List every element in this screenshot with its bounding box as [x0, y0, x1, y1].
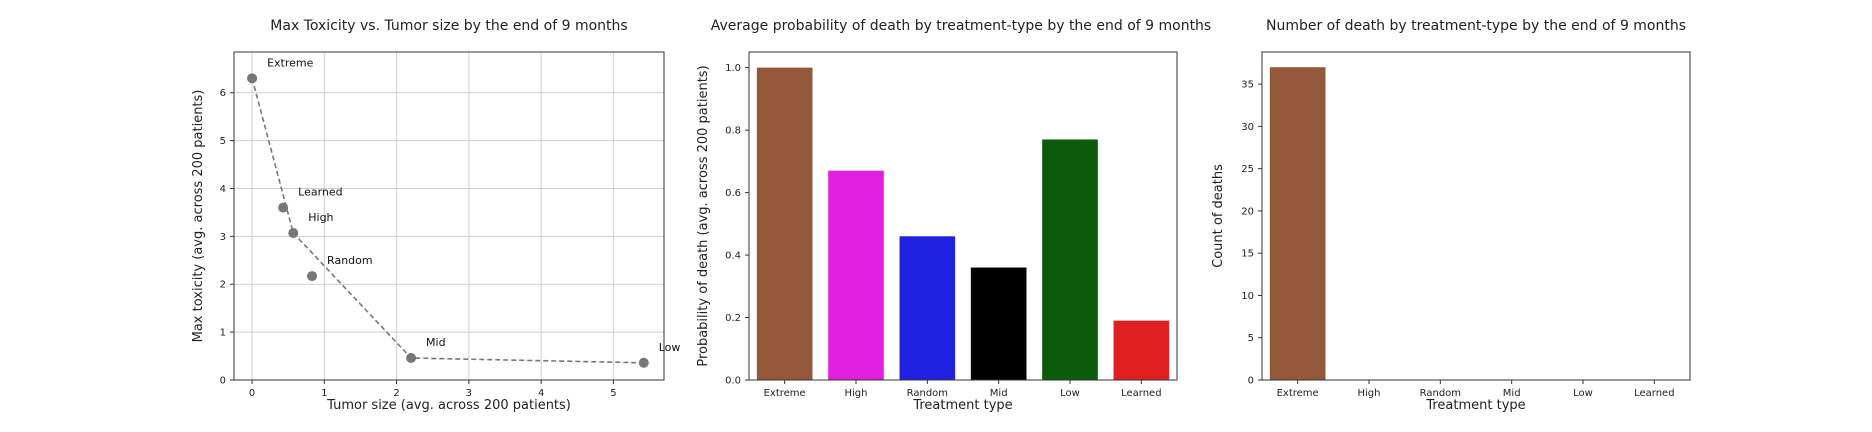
probability-bar-low: [1042, 139, 1098, 380]
probability-bar-random: [899, 236, 956, 380]
probability-x-tick-label: Mid: [990, 388, 1008, 399]
probability-x-tick-label: Low: [1060, 388, 1080, 399]
probability-panel: Average probability of death by treatmen…: [696, 18, 1211, 413]
scatter-x-tick-label: 0: [249, 388, 255, 399]
scatter-x-label: Tumor size (avg. across 200 patients): [326, 398, 571, 413]
scatter-axes-frame: [233, 51, 665, 381]
scatter-point-extreme: [247, 73, 258, 84]
scatter-x-tick-label: 2: [393, 388, 399, 399]
frontier-dashed-line: [251, 78, 644, 364]
probability-y-ticks: 0.0 0.2 0.4 0.6 0.8 1.0: [725, 63, 749, 387]
scatter-y-tick-label: 0: [220, 376, 226, 387]
scatter-plot-area: Extreme Learned High Random Mid Low: [247, 56, 681, 368]
probability-bars: [756, 67, 1170, 380]
scatter-y-tick-label: 4: [220, 184, 226, 195]
deaths-y-tick-label: 0: [1248, 376, 1254, 387]
deaths-y-ticks: 0 5 10 15 20 25 30 35: [1241, 80, 1262, 387]
scatter-point-label-extreme: Extreme: [267, 56, 314, 69]
scatter-point-label-random: Random: [327, 254, 373, 267]
deaths-bar-extreme: [1269, 67, 1326, 380]
probability-x-label: Treatment type: [912, 398, 1012, 413]
scatter-point-label-low: Low: [659, 341, 681, 354]
scatter-y-tick-label: 6: [220, 88, 226, 99]
scatter-y-tick-label: 5: [220, 136, 226, 147]
deaths-y-tick-label: 15: [1241, 249, 1254, 260]
probability-x-ticks: Extreme High Random Mid Low Learned: [764, 380, 1162, 399]
probability-title: Average probability of death by treatmen…: [711, 18, 1211, 34]
probability-bar-mid: [970, 267, 1027, 380]
deaths-title: Number of death by treatment-type by the…: [1266, 18, 1686, 34]
probability-x-tick-label: Random: [907, 388, 948, 399]
scatter-x-tick-label: 5: [610, 388, 616, 399]
scatter-x-ticks: 0 1 2 3 4 5: [249, 380, 617, 399]
deaths-x-tick-label: Mid: [1503, 388, 1521, 399]
scatter-y-ticks: 0 1 2 3 4 5 6: [220, 88, 234, 387]
deaths-x-tick-label: High: [1358, 388, 1381, 399]
deaths-x-tick-label: Learned: [1634, 388, 1674, 399]
deaths-panel: Number of death by treatment-type by the…: [1211, 18, 1691, 413]
scatter-y-tick-label: 2: [220, 280, 226, 291]
deaths-y-tick-label: 35: [1241, 80, 1254, 91]
deaths-x-tick-label: Low: [1573, 388, 1593, 399]
scatter-x-tick-label: 1: [321, 388, 327, 399]
probability-y-tick-label: 0.0: [725, 376, 741, 387]
scatter-point-random: [307, 271, 318, 282]
scatter-point-label-learned: Learned: [298, 186, 343, 199]
scatter-point-low: [638, 357, 649, 368]
scatter-panel: Max Toxicity vs. Tumor size by the end o…: [191, 18, 680, 413]
probability-bar-extreme: [756, 67, 813, 380]
probability-y-tick-label: 0.8: [725, 126, 741, 137]
probability-y-label: Probability of death (avg. across 200 pa…: [696, 65, 711, 366]
probability-y-tick-label: 0.2: [725, 313, 741, 324]
deaths-axes-frame: [1261, 51, 1691, 381]
scatter-grid: [234, 52, 664, 381]
deaths-y-tick-label: 5: [1248, 333, 1254, 344]
probability-x-tick-label: Learned: [1121, 388, 1161, 399]
deaths-x-tick-label: Random: [1420, 388, 1461, 399]
deaths-x-label: Treatment type: [1425, 398, 1525, 413]
scatter-point-learned: [278, 202, 289, 213]
probability-axes-frame: [748, 51, 1178, 381]
probability-x-tick-label: Extreme: [764, 388, 806, 399]
scatter-x-tick-label: 4: [538, 388, 544, 399]
scatter-point-mid: [406, 352, 417, 363]
scatter-title: Max Toxicity vs. Tumor size by the end o…: [270, 18, 627, 34]
scatter-point-label-mid: Mid: [426, 336, 446, 349]
probability-bar-learned: [1113, 320, 1170, 380]
scatter-y-label: Max toxicity (avg. across 200 patients): [191, 90, 206, 343]
scatter-x-tick-label: 3: [466, 388, 472, 399]
deaths-x-ticks: Extreme High Random Mid Low Learned: [1277, 380, 1675, 399]
deaths-bars: [1269, 67, 1326, 380]
deaths-y-tick-label: 20: [1241, 206, 1254, 217]
scatter-point-label-high: High: [308, 211, 333, 224]
scatter-point-high: [288, 227, 299, 238]
deaths-y-tick-label: 30: [1241, 122, 1254, 133]
probability-y-tick-label: 1.0: [725, 63, 741, 74]
probability-y-tick-label: 0.6: [725, 188, 741, 199]
deaths-y-tick-label: 25: [1241, 164, 1254, 175]
probability-x-tick-label: High: [845, 388, 868, 399]
deaths-x-tick-label: Extreme: [1277, 388, 1319, 399]
scatter-y-tick-label: 1: [220, 328, 226, 339]
scatter-y-tick-label: 3: [220, 232, 226, 243]
deaths-y-label: Count of deaths: [1211, 164, 1226, 268]
probability-y-tick-label: 0.4: [725, 251, 741, 262]
deaths-y-tick-label: 10: [1241, 291, 1254, 302]
probability-bar-high: [828, 170, 884, 380]
